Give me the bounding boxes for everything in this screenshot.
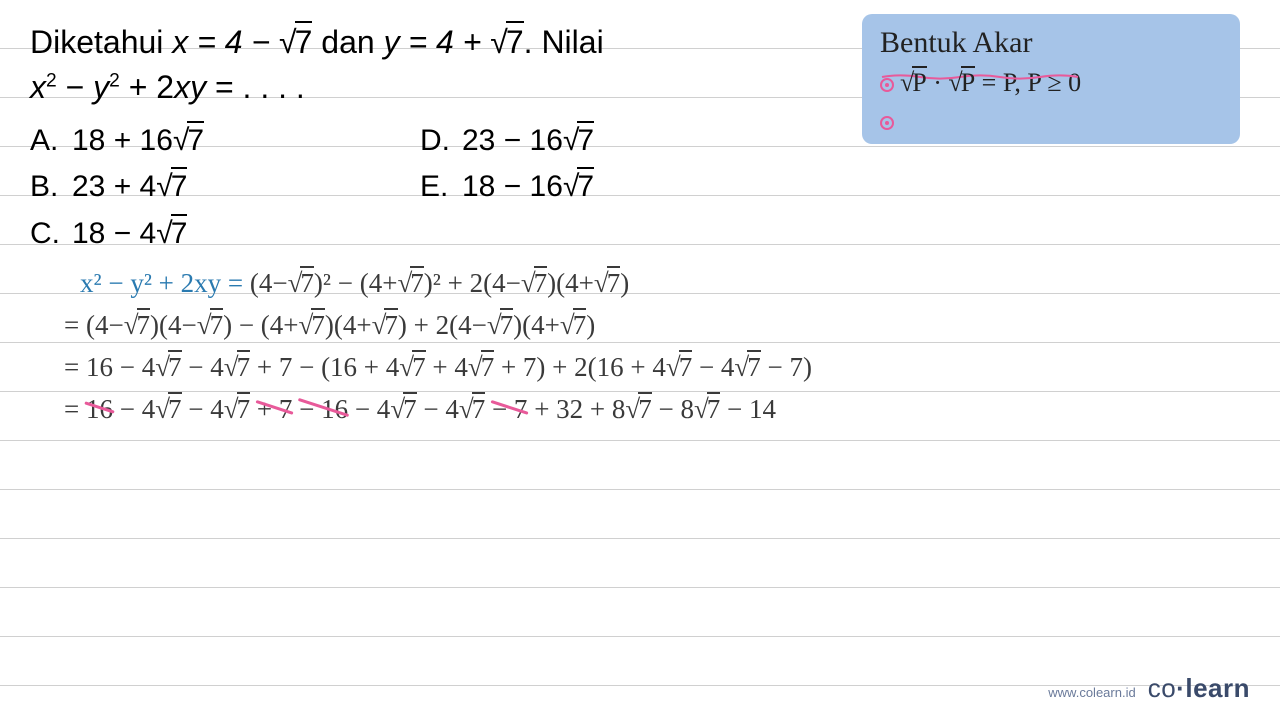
option-a: A.18 + 167: [30, 118, 310, 165]
sticky-note: Bentuk Akar P · P = P, P ≥ 0: [862, 14, 1240, 144]
option-b: B.23 + 47: [30, 164, 310, 211]
option-e: E.18 − 167: [420, 164, 700, 211]
hw-line-4: = 16 − 47 − 47 + 7 − 16 − 47 − 47 − 7 + …: [64, 389, 1250, 431]
text-dan: dan: [312, 24, 383, 60]
bullet-icon: [880, 78, 894, 92]
sqrt-7-a: 7: [279, 20, 312, 65]
sqrt-7-b: 7: [490, 20, 523, 65]
text-nilai: . Nilai: [524, 24, 604, 60]
note-title: Bentuk Akar: [880, 26, 1222, 60]
text-y-eq: y = 4 +: [384, 24, 491, 60]
handwritten-solution: x² − y² + 2xy = (4−7)² − (4+7)² + 2(4−7)…: [30, 263, 1250, 430]
hw-line-2: = (4−7)(4−7) − (4+7)(4+7) + 2(4−7)(4+7): [64, 305, 1250, 347]
text-diketahui: Diketahui: [30, 24, 172, 60]
option-c: C.18 − 47: [30, 211, 310, 258]
hw-line-1: x² − y² + 2xy = (4−7)² − (4+7)² + 2(4−7)…: [80, 263, 1250, 305]
problem-line-2: x2 − y2 + 2xy = . . . .: [30, 65, 780, 110]
footer-url: www.colearn.id: [1048, 685, 1135, 700]
note-underline: [880, 58, 1080, 66]
problem-line-1: Diketahui x = 4 − 7 dan y = 4 + 7. Nilai: [30, 20, 780, 65]
footer: www.colearn.id co·learn: [1048, 673, 1250, 704]
note-rule-2: [880, 106, 1222, 136]
option-d: D.23 − 167: [420, 118, 700, 165]
bullet-icon: [880, 116, 894, 130]
text-x-eq: x = 4 −: [172, 24, 279, 60]
hw-line-3: = 16 − 47 − 47 + 7 − (16 + 47 + 47 + 7) …: [64, 347, 1250, 389]
footer-brand: co·learn: [1148, 673, 1250, 704]
problem-statement: Diketahui x = 4 − 7 dan y = 4 + 7. Nilai…: [30, 20, 780, 110]
